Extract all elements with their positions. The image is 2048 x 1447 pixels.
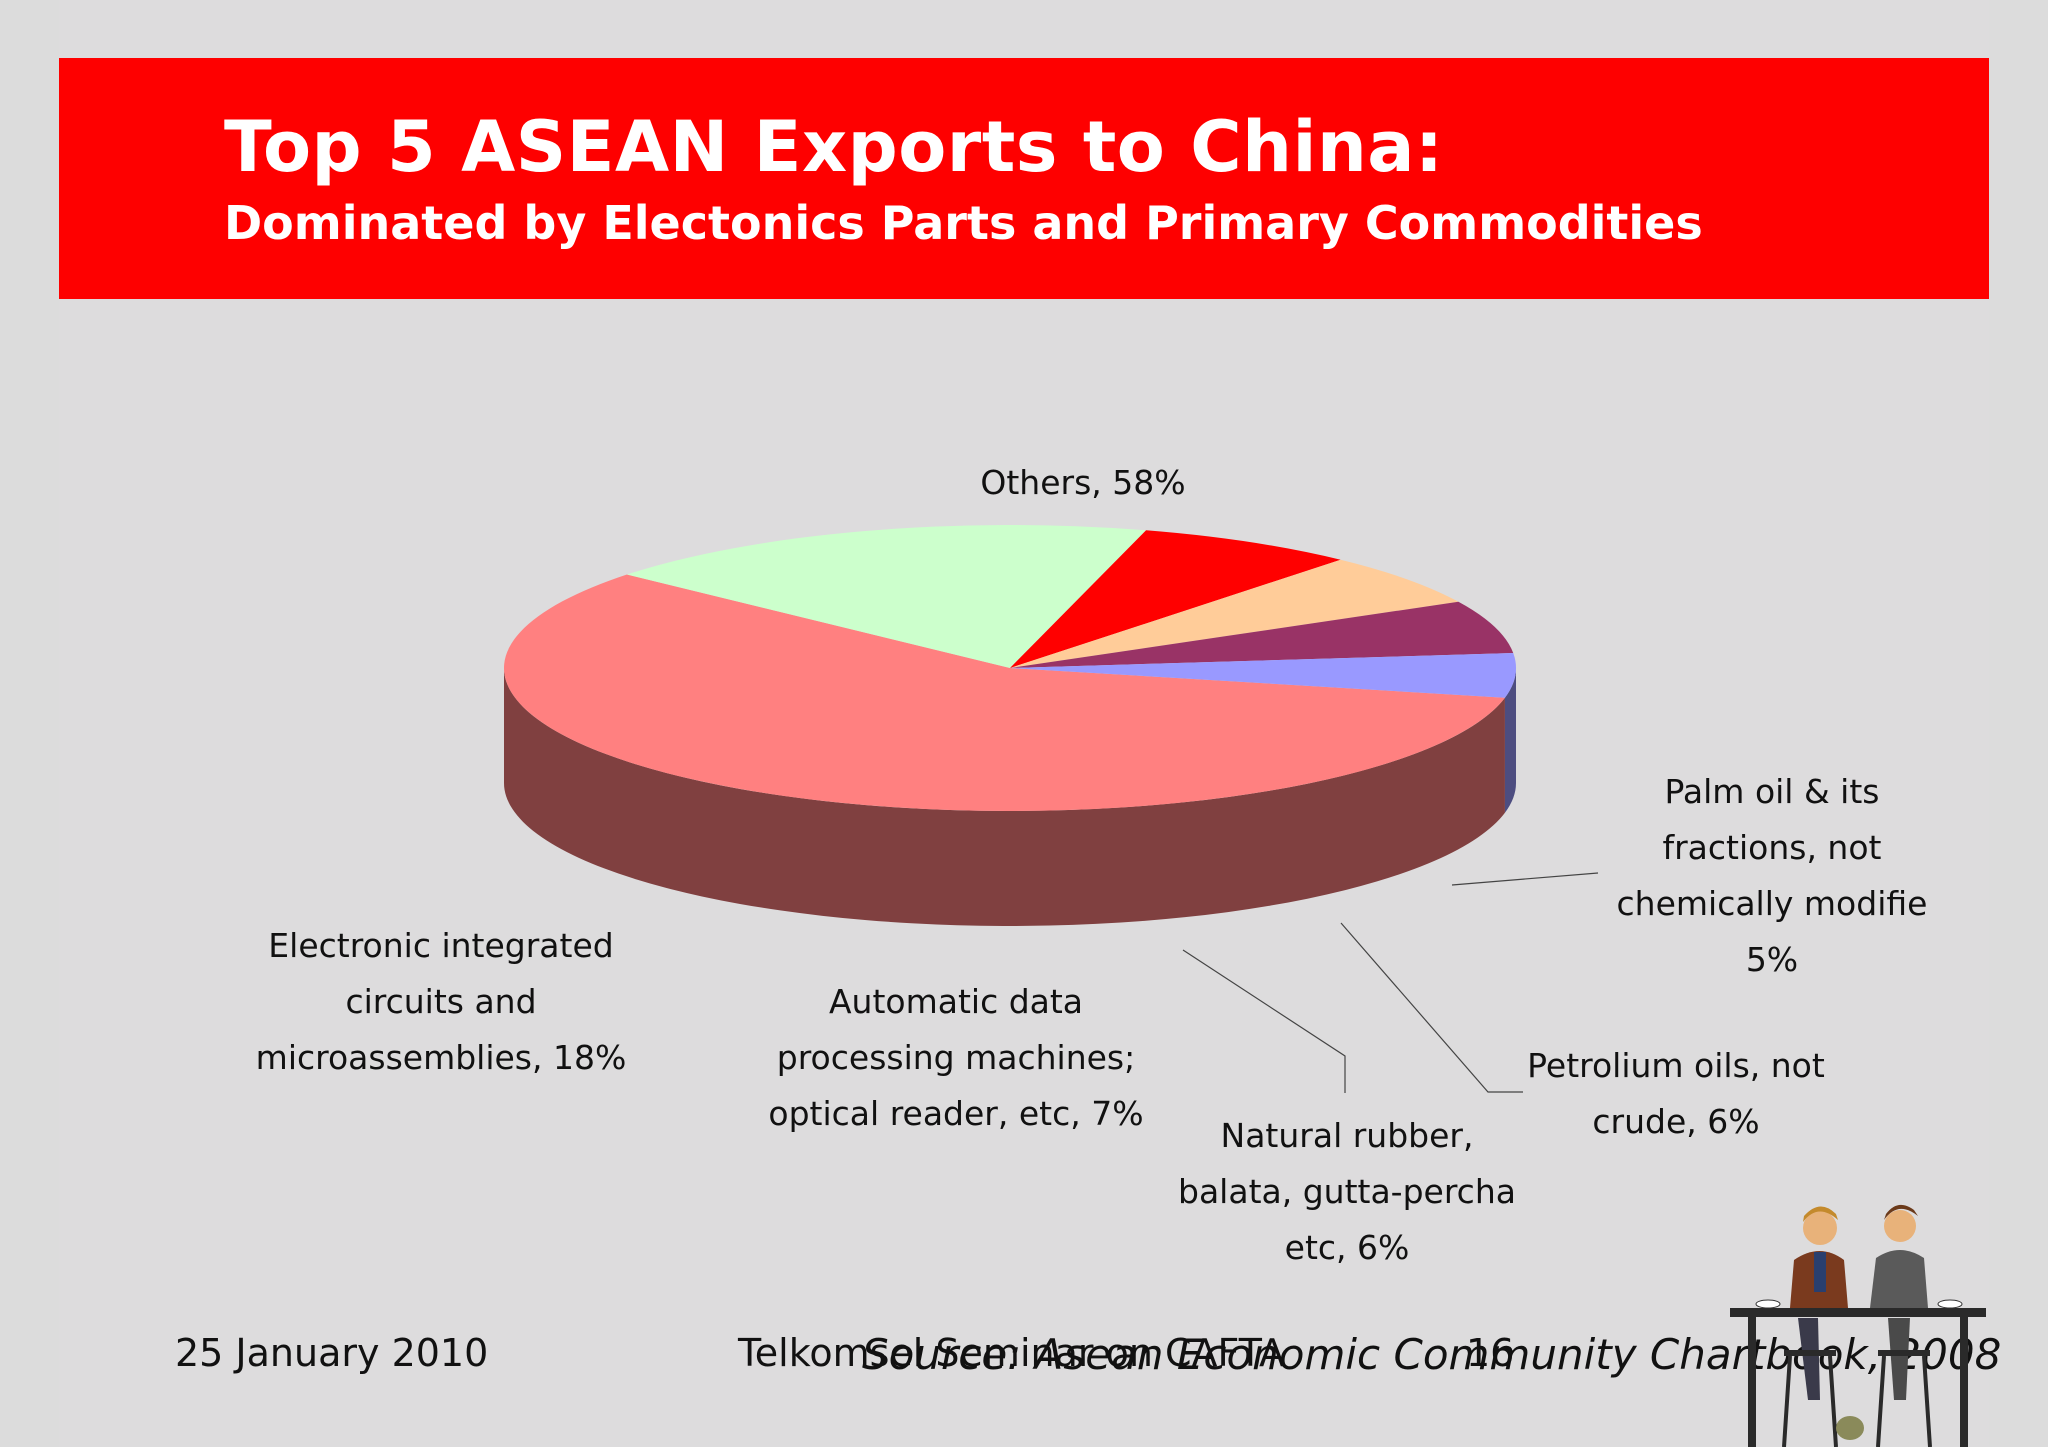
label-automatic-data-processing-machines-optical-reader-etc-7: Automatic data processing machines; optica… [768, 982, 1143, 1133]
slide-subtitle: Dominated by Electonics Parts and Primar… [224, 196, 1703, 250]
slice-labels: Others, 58% Electronic integrated circuits… [256, 463, 1928, 1267]
slice-side-others-58 [504, 668, 1505, 926]
two-men-at-cafe-table-clipart [1730, 1204, 1986, 1447]
footer-date: 25 January 2010 [175, 1331, 489, 1375]
slide-title: Top 5 ASEAN Exports to China: [224, 106, 1444, 188]
pie-top [503, 525, 1516, 811]
label-natural-rubber-balata-gutta-percha-etc-6: Natural rubber, balata, gutta-percha etc, … [1178, 1116, 1516, 1267]
pie-sides [504, 668, 1516, 926]
slice-automatic-data-processing-machines-optical-reader-etc-7 [1010, 530, 1341, 668]
footer-event: Telkomsel Seminar on CAFTA [738, 1331, 1285, 1375]
slice-petrolium-oils-not-crude-6 [1010, 601, 1514, 668]
slice-others-58 [503, 574, 1505, 811]
slice-palm-oil-its-fractions-not-chemically-modifie-5 [1010, 653, 1516, 698]
leader-line-2 [1340, 922, 1523, 1093]
slice-natural-rubber-balata-gutta-percha-etc-6 [1010, 559, 1459, 668]
slice-electronic-integrated-circuits-and-microassemblies-18 [626, 525, 1147, 668]
leader-lines [1182, 872, 1599, 1093]
label-electronic-integrated-circuits-and-microassemblies-18: Electronic integrated circuits and microas… [256, 926, 627, 1077]
label-petrolium-oils-not-crude-6: Petrolium oils, not crude, 6% [1527, 1046, 1825, 1141]
label-others-58: Others, 58% [980, 463, 1185, 502]
leader-line-3 [1451, 872, 1599, 886]
leader-line-1 [1182, 949, 1346, 1093]
footer-page-number: 16 [1466, 1331, 1515, 1375]
title-banner [59, 58, 1989, 299]
slice-side-palm-oil-its-fractions-not-chemically-modifie-5 [1504, 668, 1516, 813]
label-palm-oil-its-fractions-not-chemically-modifie-5: Palm oil & its fractions, not chemically m… [1617, 772, 1928, 979]
